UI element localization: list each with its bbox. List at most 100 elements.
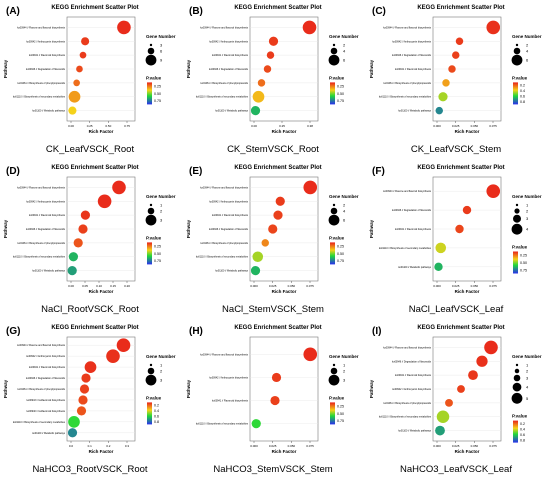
pathway-label: ko01100 // Metabolic pathways [398, 430, 431, 433]
pathway-label: ko00941 // Flavonoid biosynthesis [212, 214, 249, 217]
pathway-label: ko01100 // Metabolic pathways [32, 110, 65, 113]
x-tick-label: 0.00 [68, 124, 74, 128]
x-tick-label: 0.050 [471, 284, 479, 288]
legend-size-label: 2 [160, 209, 163, 214]
legend-size-circle [332, 203, 336, 207]
legend-size-title: Gene Number [146, 354, 176, 359]
data-point [442, 79, 450, 87]
panel-caption: CK_LeafVSCK_Root [46, 144, 135, 155]
pathway-label: ko00941 // Flavonoid biosynthesis [212, 54, 249, 57]
legend-size-label: 9 [160, 58, 163, 63]
legend-size-circle [147, 47, 155, 55]
x-tick-label: 0.025 [452, 124, 460, 128]
legend-size-label: 2 [160, 369, 163, 374]
pathway-label: ko00942 // Anthocyanin biosynthesis [26, 355, 65, 358]
pathway-label: ko00944 // Flavone and flavonol biosynth… [17, 344, 66, 347]
data-point [263, 65, 272, 73]
x-tick-label: 0.075 [489, 124, 497, 128]
data-point [268, 36, 279, 46]
data-point [271, 372, 282, 383]
pathway-label: ko00941 // Flavonoid biosynthesis [395, 68, 432, 71]
legend-size-label: 3 [160, 218, 163, 223]
y-axis-label: Pathway [186, 379, 191, 398]
x-axis-label: Rich Factor [455, 129, 480, 134]
legend-color-tick: 0.75 [154, 259, 161, 263]
legend-color-tick: 0.4 [154, 409, 159, 413]
pathway-label: ko00941 // Flavonoid biosynthesis [395, 228, 432, 231]
data-point [73, 238, 83, 248]
data-point [435, 425, 445, 436]
legend-size-label: 3 [526, 216, 529, 221]
panel-title: KEGG Enrichment Scatter Plot [234, 165, 321, 171]
legend-size-circle [149, 203, 153, 207]
legend-color-tick: 0.25 [337, 245, 344, 249]
legend-color-tick: 0.8 [520, 438, 525, 442]
panel-c: (C) KEGG Enrichment Scatter Plot Pathway ko… [369, 5, 542, 155]
panel-d: (D) KEGG Enrichment Scatter Plot Pathway ko… [3, 165, 176, 315]
pathway-label: ko00942 // Anthocyanin biosynthesis [26, 200, 65, 203]
legend-size-circle [514, 368, 520, 374]
pathway-label: ko00941 // Flavonoid biosynthesis [395, 374, 432, 377]
legend-size-label: 1 [160, 363, 163, 368]
data-point [257, 79, 266, 87]
panel-title: KEGG Enrichment Scatter Plot [51, 325, 138, 331]
pathway-label: ko01061 // Biosynthesis of phenylpropano… [384, 82, 432, 85]
data-point [273, 210, 283, 220]
legend-size-circle [513, 47, 521, 55]
legend-color-tick: 0.50 [520, 261, 527, 265]
data-point [435, 242, 447, 254]
x-tick-label: 0.075 [306, 284, 314, 288]
panel-title: KEGG Enrichment Scatter Plot [417, 325, 504, 331]
y-axis-label: Pathway [186, 59, 191, 78]
data-point [436, 410, 450, 423]
panel-letter: (E) [189, 166, 202, 177]
legend-size-circle [328, 374, 340, 386]
data-point [486, 184, 501, 198]
legend-color-tick: 0.50 [154, 252, 161, 256]
pathway-label: ko01110 // Biosynthesis of secondary met… [13, 421, 66, 424]
legend-size-circle [332, 363, 336, 367]
panel-letter: (C) [372, 6, 386, 17]
data-point [452, 51, 460, 59]
legend-color-tick: 0.4 [520, 427, 525, 431]
pathway-label: ko01100 // Metabolic pathways [398, 266, 431, 269]
legend-color-bar [147, 82, 152, 105]
legend-size-label: 5 [526, 396, 529, 401]
pathway-label: ko00946 // Degradation of flavonoids [26, 228, 66, 231]
y-axis-label: Pathway [186, 219, 191, 238]
x-tick-label: 0.00 [251, 124, 257, 128]
data-point [468, 370, 478, 381]
panel-title: KEGG Enrichment Scatter Plot [51, 5, 138, 11]
legend-size-title: Gene Number [512, 354, 542, 359]
legend-size-circle [145, 214, 157, 226]
pathway-label: ko00944 // Flavone and flavonol biosynth… [383, 190, 432, 193]
x-tick-label: 0.00 [68, 284, 74, 288]
data-point [116, 338, 131, 353]
panel-letter: (G) [6, 326, 20, 337]
legend-color-title: P.value [512, 75, 528, 80]
legend-size-circle [515, 203, 519, 207]
pathway-label: ko01110 // Biosynthesis of secondary met… [196, 96, 249, 99]
x-axis-label: Rich Factor [89, 289, 114, 294]
pathway-label: ko00944 // Flavone and flavonol biosynth… [17, 186, 66, 189]
y-axis-label: Pathway [3, 59, 8, 78]
pathway-label: ko01100 // Metabolic pathways [32, 270, 65, 273]
panel-caption: NaHCO3_LeafVSCK_Leaf [400, 464, 512, 475]
legend-size-label: 6 [343, 218, 346, 223]
legend-size-label: 1 [526, 203, 529, 208]
legend-size-label: 3 [526, 376, 529, 381]
legend-color-title: P.value [512, 245, 528, 250]
legend-size-label: 1 [160, 203, 163, 208]
pathway-label: ko00942 // Anthocyanin biosynthesis [209, 200, 248, 203]
pathway-label: ko00944 // Flavone and flavonol biosynth… [383, 346, 432, 349]
legend-color-tick: 0.50 [154, 92, 161, 96]
pathway-label: ko00946 // Degradation of flavonoids [392, 209, 432, 212]
pathway-label: ko00944 // Flavone and flavonol biosynth… [200, 186, 249, 189]
pathway-label: ko01110 // Biosynthesis of secondary met… [13, 256, 66, 259]
x-tick-label: 0.38 [307, 124, 313, 128]
data-point [434, 262, 443, 272]
pathway-label: ko01061 // Biosynthesis of phenylpropano… [201, 82, 249, 85]
legend-color-bar [513, 420, 518, 443]
panel-letter: (D) [6, 166, 20, 177]
